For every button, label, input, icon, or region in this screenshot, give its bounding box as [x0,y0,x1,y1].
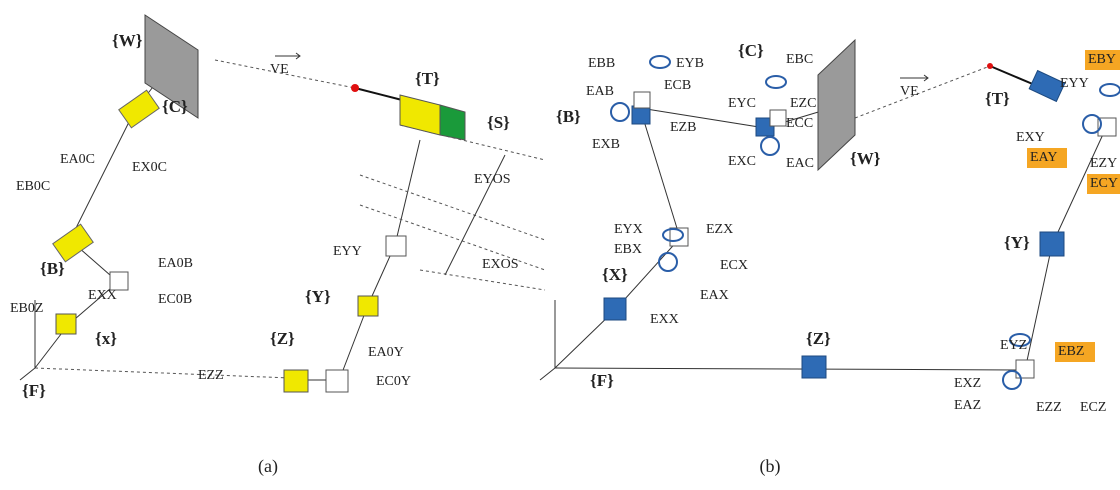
error-label: EYY [333,244,362,259]
caption: (b) [760,456,781,477]
frame-label: {Y} [1004,233,1030,252]
error-label: ECC [786,116,813,131]
frame-label: {W} [850,149,881,168]
error-label: EC0B [158,292,192,307]
frame-label: {T} [985,89,1010,108]
frame-label: {x} [95,329,117,348]
frame-label: {T} [415,69,440,88]
error-label: EBX [614,242,642,257]
frame-label: {Z} [806,329,831,348]
error-label: EA0Y [368,345,404,360]
figure: {W} {C} EA0C EX0C EB0C {B} EA0B EXX EC0B EB0Z {x} {… [0,0,1120,490]
error-label: EZC [790,96,816,111]
error-label: EC0Y [376,374,411,389]
error-label: EZZ [198,368,224,383]
error-label: EXOS [482,257,519,272]
error-label: EBB [588,56,615,71]
frame-label: {C} [738,41,764,60]
error-label: EXX [88,288,117,303]
error-label: EZZ [1036,400,1062,415]
error-label: EXZ [954,376,981,391]
error-label: ECX [720,258,748,273]
error-label: EZB [670,120,696,135]
frame-label: {Z} [270,329,295,348]
error-label: EYB [676,56,704,71]
error-label: EYZ [1000,338,1027,353]
error-label: EYY [1060,76,1089,91]
error-label: EA0B [158,256,193,271]
frame-label: {X} [602,265,628,284]
error-label: ECY [1090,176,1118,191]
error-label: EYOS [474,172,511,187]
frame-label: {F} [22,381,46,400]
error-label: EX0C [132,160,167,175]
frame-label: {F} [590,371,614,390]
error-label: EBZ [1058,344,1084,359]
error-label: EXB [592,137,620,152]
frame-label: {B} [40,259,65,278]
error-label: EZX [706,222,733,237]
frame-label: {C} [162,97,188,116]
error-label: EB0C [16,179,50,194]
frame-label: {B} [556,107,581,126]
error-label: EAZ [954,398,981,413]
error-label: EAY [1030,150,1058,165]
error-label: EYC [728,96,756,111]
error-label: EAC [786,156,814,171]
error-label: EXC [728,154,756,169]
error-label: EBY [1088,52,1116,67]
error-label: VE [270,62,289,77]
error-label: VE [900,84,919,99]
frame-label: {S} [487,113,510,132]
error-label: EXX [650,312,679,327]
error-label: EZY [1090,156,1117,171]
error-label: EB0Z [10,301,43,316]
error-label: EA0C [60,152,95,167]
frame-label: {Y} [305,287,331,306]
error-label: EYX [614,222,643,237]
error-label: ECZ [1080,400,1106,415]
error-label: EBC [786,52,813,67]
labels: {W} {C} EA0C EX0C EB0C {B} EA0B EXX EC0B EB0Z {x} {… [10,31,1120,477]
frame-label: {W} [112,31,143,50]
error-label: EAB [586,84,614,99]
error-label: EXY [1016,130,1045,145]
error-label: ECB [664,78,691,93]
caption: (a) [258,456,278,477]
error-label: EAX [700,288,729,303]
